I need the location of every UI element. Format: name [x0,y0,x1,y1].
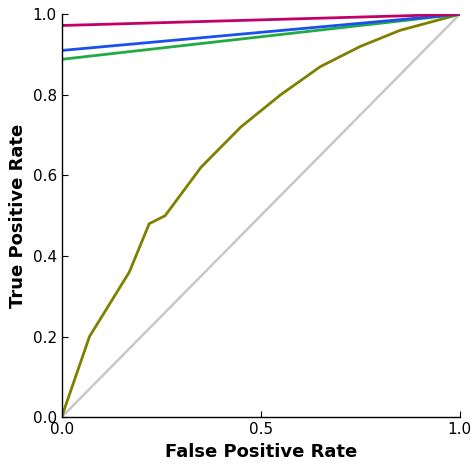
X-axis label: False Positive Rate: False Positive Rate [164,443,357,461]
Y-axis label: True Positive Rate: True Positive Rate [9,124,27,308]
